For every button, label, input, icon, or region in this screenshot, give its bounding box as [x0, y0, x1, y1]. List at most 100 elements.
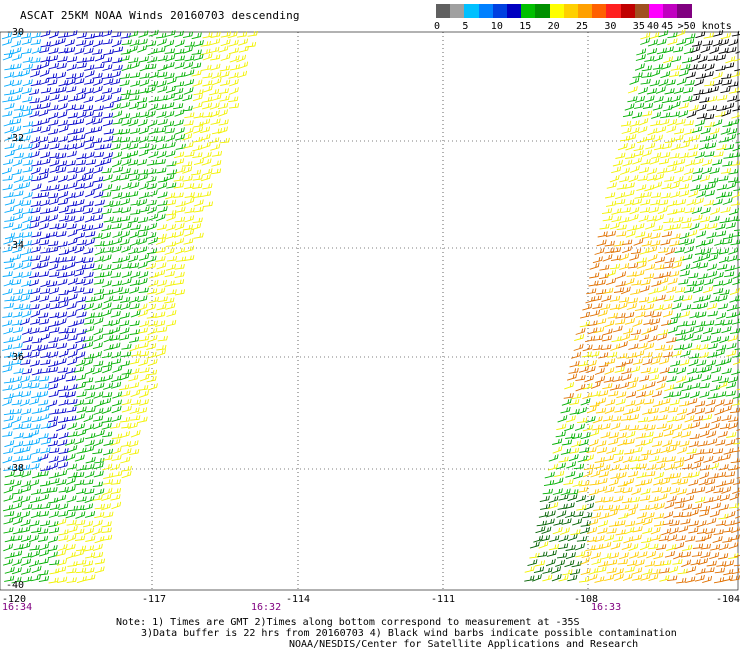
- wind-barb: [31, 64, 42, 71]
- wind-barb: [628, 543, 639, 552]
- wind-barb: [67, 30, 78, 37]
- wind-barb: [156, 262, 167, 270]
- wind-barb: [728, 38, 739, 47]
- wind-barb: [668, 527, 679, 535]
- wind-barb: [720, 453, 731, 461]
- wind-barb: [635, 391, 646, 398]
- wind-barb: [3, 486, 14, 494]
- wind-barb: [22, 208, 33, 215]
- wind-barb: [22, 382, 33, 389]
- wind-barb: [572, 480, 583, 487]
- wind-barb: [4, 89, 15, 96]
- wind-barb: [2, 456, 13, 464]
- wind-barb: [128, 102, 140, 110]
- wind-barb: [84, 78, 95, 85]
- wind-barb: [94, 457, 105, 464]
- wind-barb: [678, 400, 690, 407]
- wind-barb: [67, 320, 78, 328]
- wind-barb: [229, 55, 240, 63]
- wind-barb: [92, 415, 104, 422]
- wind-barb: [626, 382, 637, 390]
- wind-barb: [688, 144, 699, 151]
- wind-barb: [48, 455, 59, 463]
- wind-barb: [663, 262, 674, 269]
- wind-barb: [682, 175, 693, 183]
- wind-barb: [84, 70, 95, 78]
- wind-barb: [604, 247, 615, 254]
- wind-barb: [3, 415, 14, 422]
- wind-barb: [40, 56, 51, 63]
- wind-barb: [83, 545, 95, 552]
- wind-barb: [94, 159, 105, 168]
- wind-barb: [128, 247, 139, 255]
- wind-barb: [101, 157, 112, 165]
- wind-barb: [696, 359, 707, 367]
- wind-barb: [609, 464, 620, 472]
- lon-label-114: -114: [286, 594, 311, 605]
- wind-barb: [228, 96, 239, 103]
- wind-barb: [92, 126, 103, 133]
- wind-barb: [591, 295, 602, 302]
- wind-barb: [82, 503, 94, 511]
- wind-barb: [128, 143, 139, 150]
- wind-barb: [120, 255, 131, 263]
- wind-barb: [67, 277, 78, 286]
- wind-barb: [727, 95, 738, 102]
- wind-barb: [166, 255, 178, 262]
- wind-barb: [683, 47, 694, 55]
- wind-barb: [91, 137, 103, 144]
- wind-barb: [22, 143, 33, 149]
- wind-barb: [83, 271, 94, 279]
- wind-barb: [138, 87, 150, 94]
- wind-barb: [602, 504, 614, 511]
- wind-barb: [670, 233, 681, 240]
- wind-barb: [582, 303, 593, 311]
- wind-barb: [640, 158, 651, 165]
- wind-barb: [615, 361, 626, 368]
- wind-barb: [121, 222, 132, 230]
- wind-barb: [146, 183, 157, 190]
- wind-barb: [200, 40, 211, 47]
- wind-barb: [128, 217, 139, 224]
- lat-label-40: -40: [6, 580, 25, 591]
- wind-barb: [48, 320, 59, 328]
- wind-barb: [119, 334, 130, 341]
- wind-barb: [155, 287, 166, 296]
- wind-barb: [146, 343, 157, 351]
- wind-barb: [40, 185, 51, 192]
- wind-barb: [84, 527, 95, 535]
- wind-barb: [56, 342, 67, 349]
- wind-barb: [182, 133, 193, 141]
- wind-barb: [649, 79, 660, 87]
- wind-barb: [102, 534, 113, 541]
- wind-barb: [111, 39, 122, 48]
- wind-barb: [37, 136, 49, 143]
- wind-barb: [21, 280, 32, 287]
- wind-barb: [698, 142, 709, 151]
- wind-barb: [652, 225, 663, 232]
- wind-barb: [137, 277, 148, 286]
- wind-barb: [12, 71, 23, 78]
- wind-barb: [111, 433, 123, 439]
- wind-barb: [661, 96, 672, 104]
- wind-barb: [129, 382, 140, 389]
- wind-barb: [164, 247, 175, 255]
- wind-barb: [641, 232, 652, 239]
- wind-barb: [693, 296, 704, 303]
- wind-barb: [4, 351, 15, 358]
- wind-barb: [22, 159, 33, 166]
- wind-barb: [67, 181, 78, 189]
- wind-barb: [220, 79, 231, 86]
- wind-barb: [563, 393, 574, 399]
- wind-barb: [20, 510, 31, 519]
- wind-barb: [184, 112, 195, 119]
- wind-barb: [721, 109, 732, 117]
- legend-swatch: [478, 4, 493, 18]
- wind-barb: [93, 255, 104, 263]
- wind-barb: [602, 328, 613, 336]
- wind-barb: [56, 222, 67, 230]
- wind-barb: [55, 374, 66, 382]
- wind-barb: [710, 502, 721, 510]
- wind-barb: [610, 542, 621, 550]
- wind-barb: [724, 520, 735, 527]
